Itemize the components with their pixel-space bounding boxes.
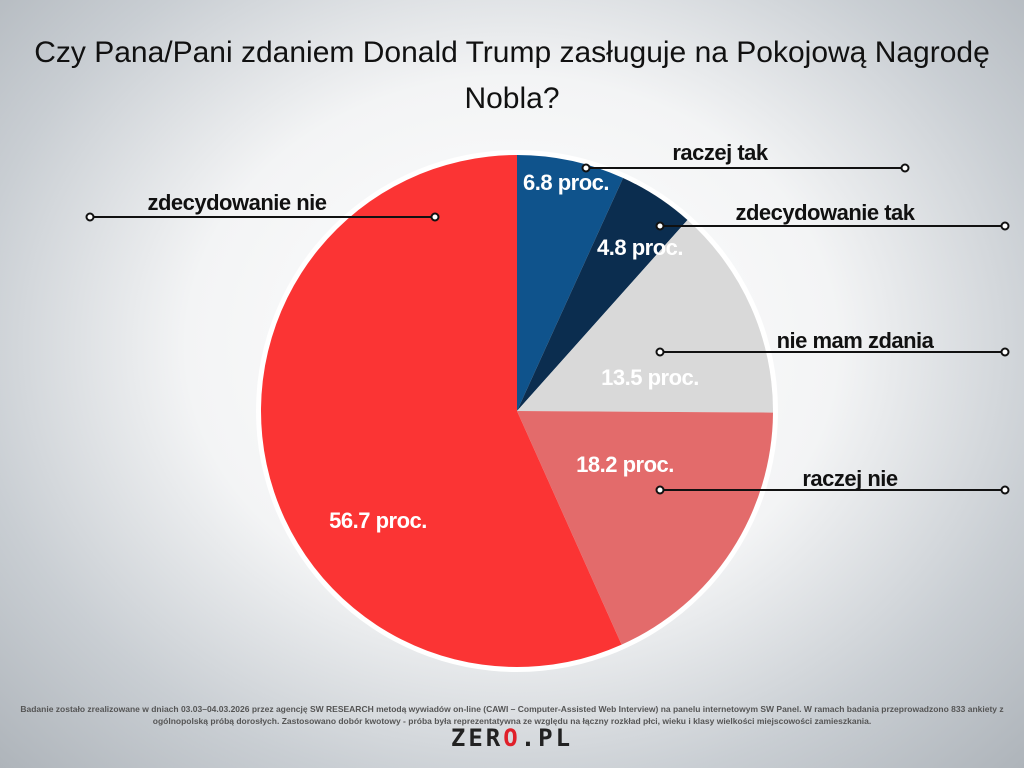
slice-category-label: raczej nie xyxy=(802,466,898,491)
pie-slice xyxy=(517,411,773,645)
pie-slice xyxy=(517,155,624,411)
callout-dot xyxy=(581,163,591,173)
pie-slice xyxy=(517,178,688,411)
slice-category-label: zdecydowanie nie xyxy=(147,190,326,215)
callout-dot xyxy=(655,485,665,495)
callout-dot xyxy=(430,212,440,222)
callout-dot xyxy=(655,347,665,357)
methodology-note: Badanie zostało zrealizowane w dniach 03… xyxy=(20,704,1004,726)
callout-end-dot xyxy=(1000,347,1010,357)
callout-end-dot xyxy=(1000,485,1010,495)
pie-slice xyxy=(261,155,622,667)
slice-value-label: 13.5 proc. xyxy=(601,365,699,390)
callout-end-dot xyxy=(85,212,95,222)
chart-title: Czy Pana/Pani zdaniem Donald Trump zasłu… xyxy=(34,36,990,115)
logo-text-2: O xyxy=(503,724,521,752)
slice-category-label: nie mam zdania xyxy=(777,328,935,353)
callout-dot xyxy=(655,221,665,231)
callout-end-dot xyxy=(1000,221,1010,231)
slice-value-label: 18.2 proc. xyxy=(576,452,674,477)
zero-pl-logo: ZERO.PL xyxy=(0,724,1024,752)
slice-category-label: zdecydowanie tak xyxy=(735,200,915,225)
slice-category-label: raczej tak xyxy=(672,140,769,165)
slice-value-label: 56.7 proc. xyxy=(329,508,427,533)
pie-slice xyxy=(517,220,773,413)
slice-value-label: 6.8 proc. xyxy=(523,170,609,195)
callout-end-dot xyxy=(900,163,910,173)
slice-value-label: 4.8 proc. xyxy=(597,235,683,260)
logo-text-1: ZER xyxy=(450,724,504,752)
logo-text-3: .PL xyxy=(520,724,574,752)
